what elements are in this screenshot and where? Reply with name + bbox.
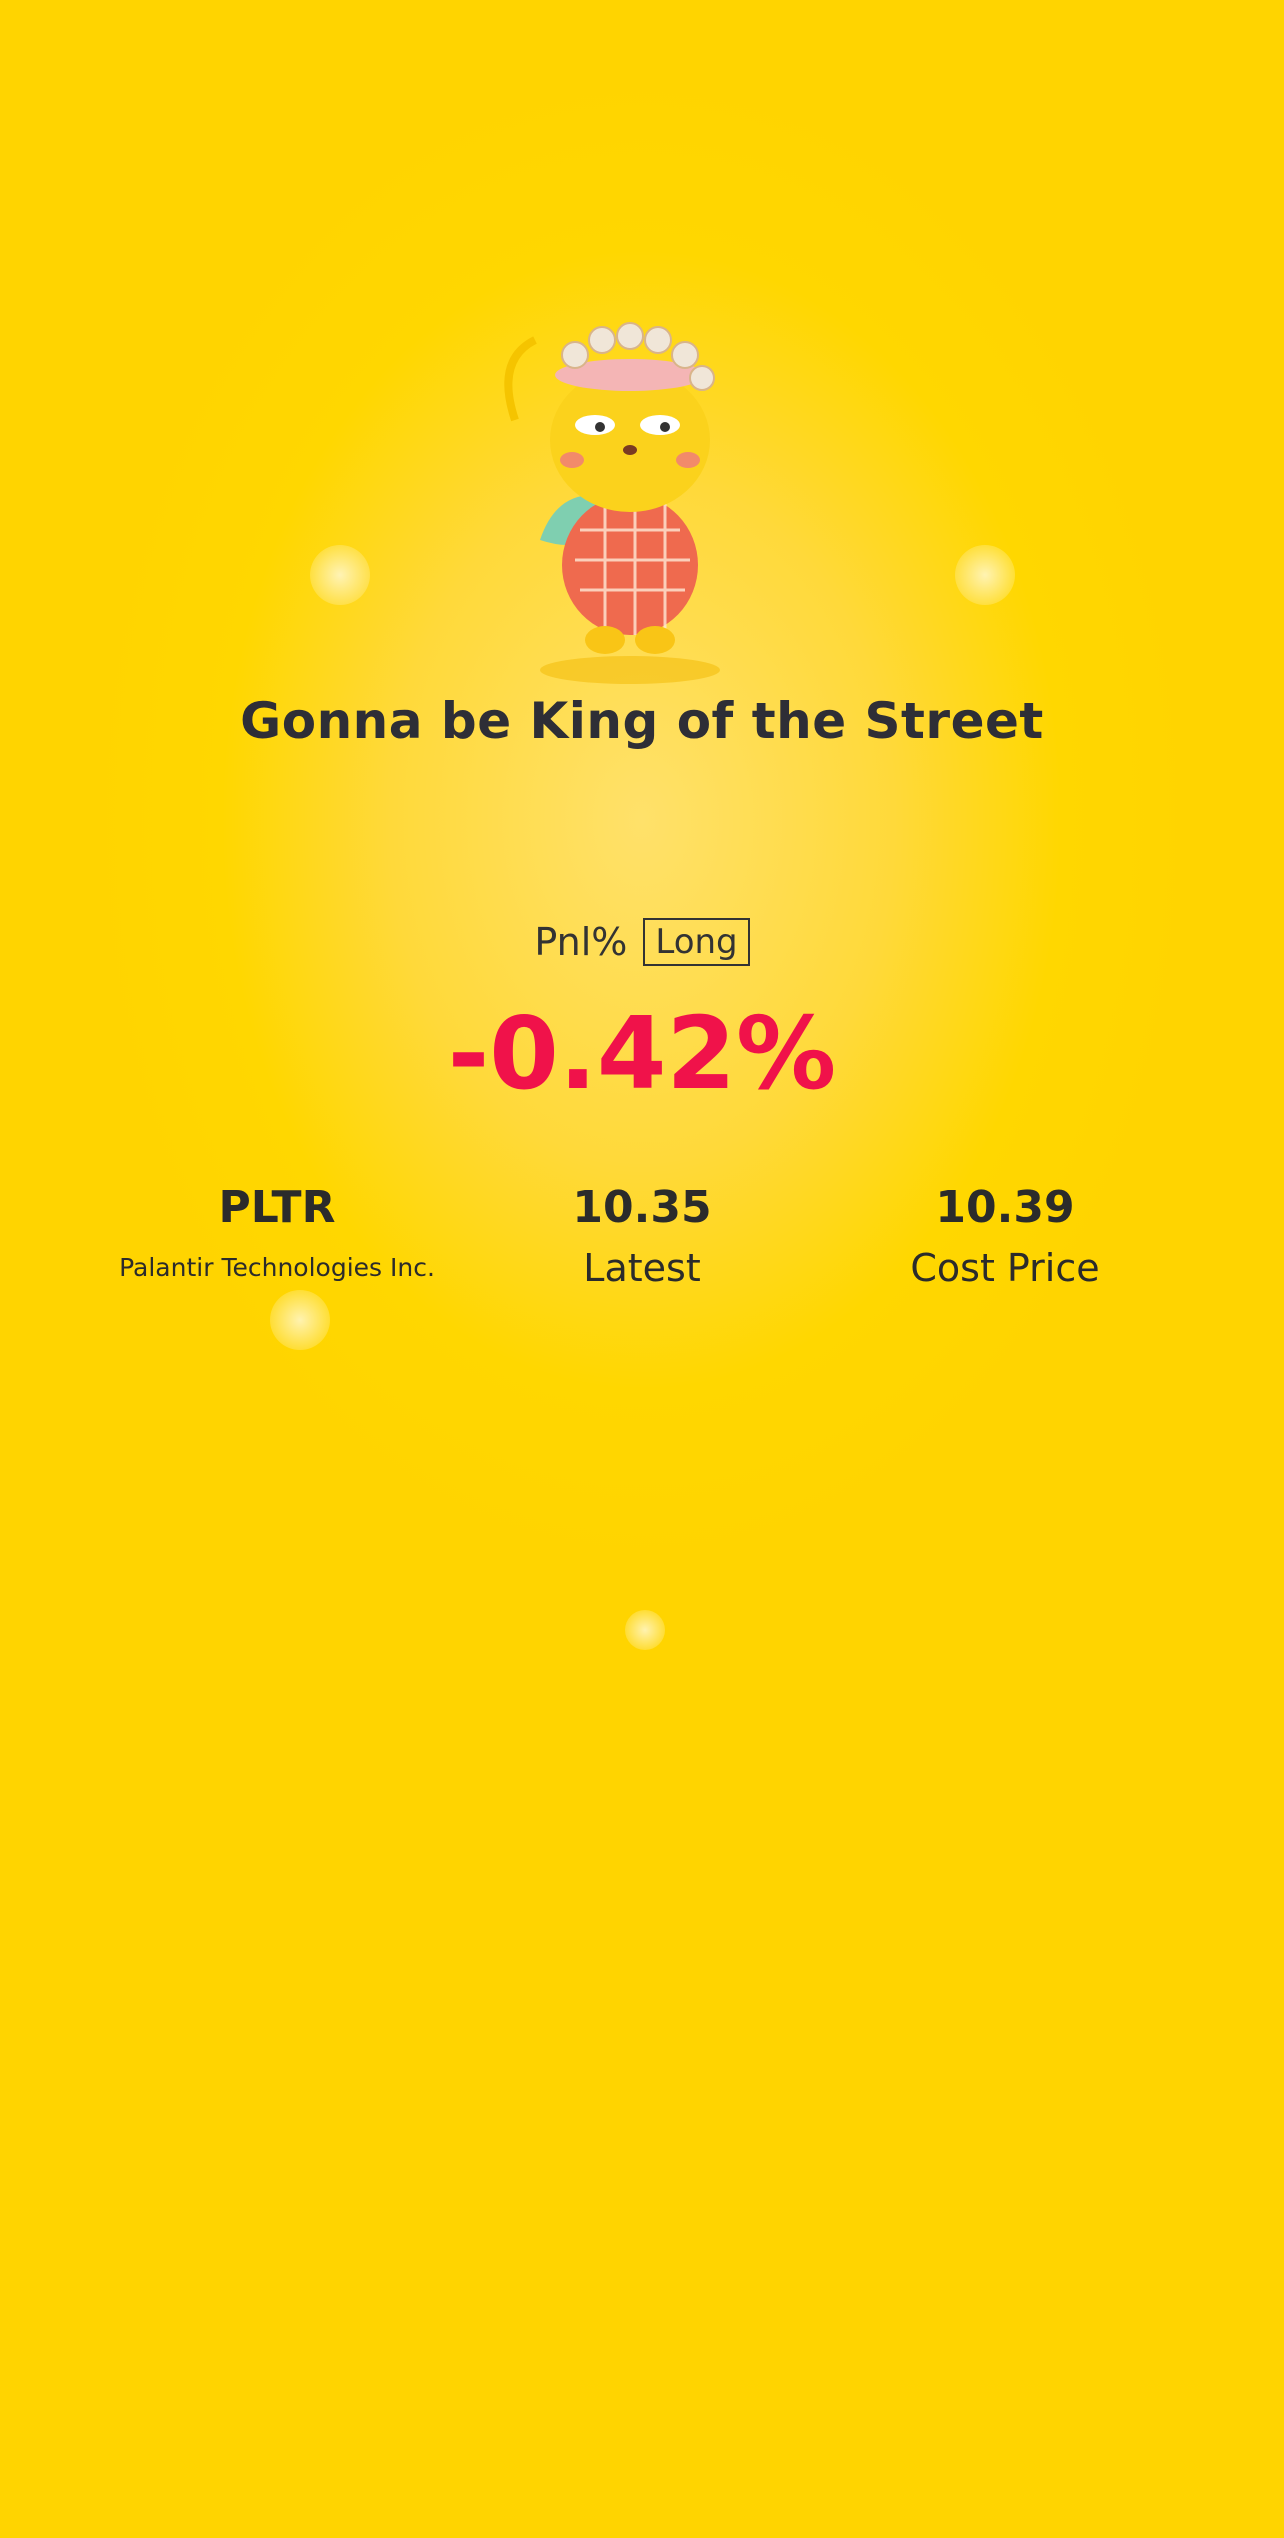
stock-name: Palantir Technologies Inc. bbox=[119, 1253, 435, 1282]
position-badge: Long bbox=[643, 918, 750, 966]
cost-value: 10.39 bbox=[935, 1182, 1075, 1233]
stock-symbol: PLTR bbox=[218, 1182, 336, 1233]
pnl-value: -0.42% bbox=[447, 995, 837, 1112]
stock-info: PLTR Palantir Technologies Inc. bbox=[67, 1176, 487, 1296]
cost-price: 10.39 Cost Price bbox=[795, 1176, 1215, 1296]
pnl-label: Pnl% bbox=[534, 920, 628, 964]
cost-label: Cost Price bbox=[910, 1246, 1100, 1290]
latest-price: 10.35 Latest bbox=[432, 1176, 852, 1296]
latest-label: Latest bbox=[583, 1246, 701, 1290]
latest-value: 10.35 bbox=[572, 1182, 712, 1233]
tiger-mascot-illustration bbox=[504, 322, 720, 684]
headline: Gonna be King of the Street bbox=[240, 692, 1044, 750]
sparkle bbox=[955, 545, 1015, 605]
pnl-header: Pnl% Long bbox=[0, 918, 1284, 966]
sparkle bbox=[310, 545, 370, 605]
sparkle bbox=[625, 1610, 665, 1650]
sparkle bbox=[270, 1290, 330, 1350]
